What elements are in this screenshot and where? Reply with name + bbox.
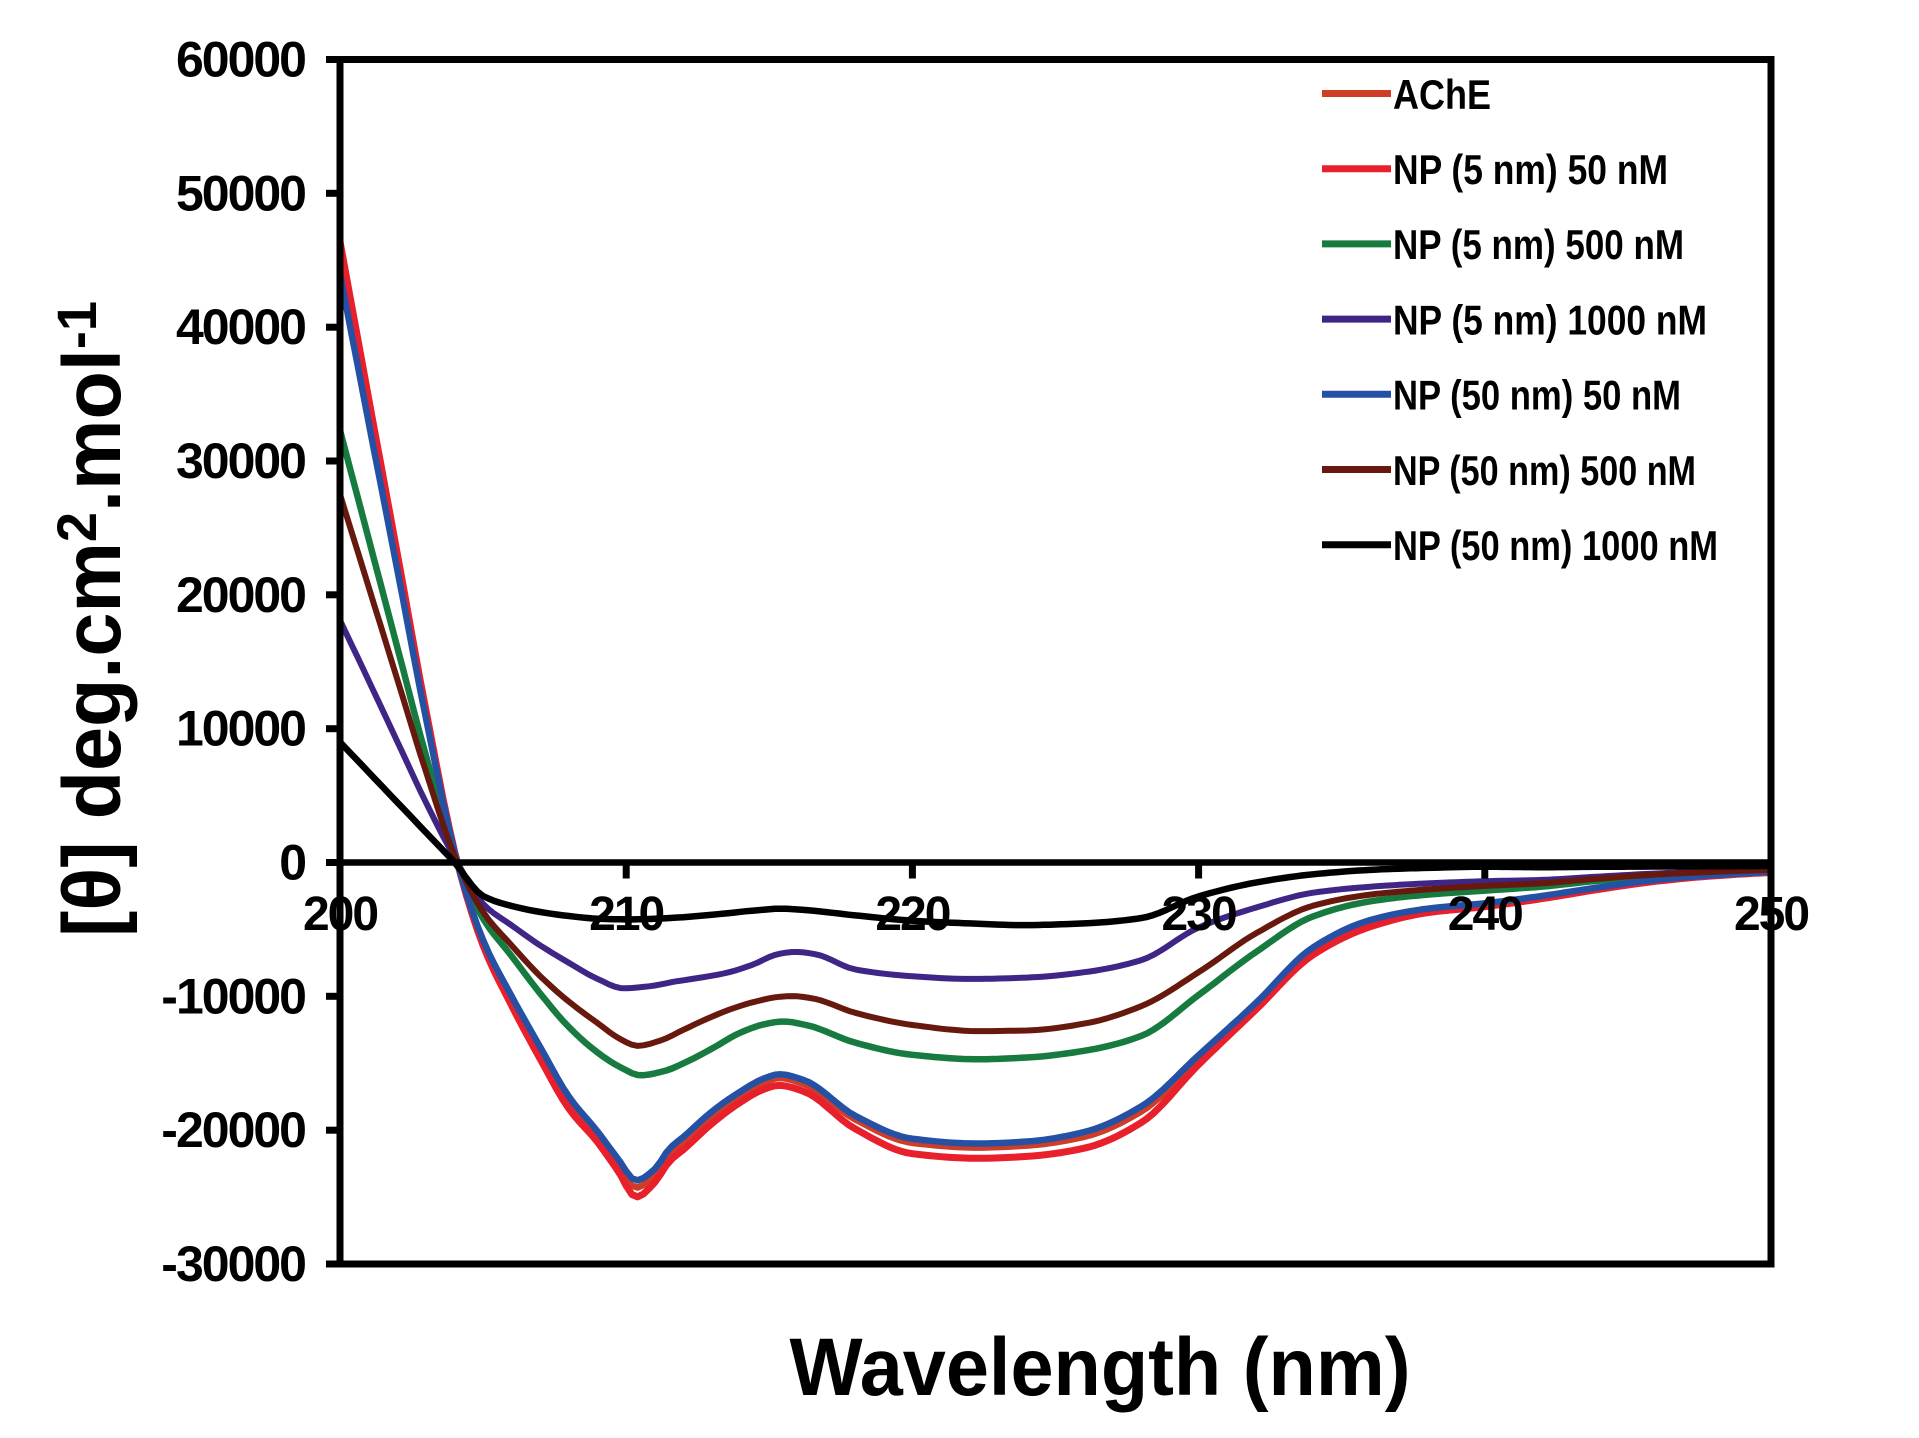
svg-text:NP (5 nm) 50 nM: NP (5 nm) 50 nM xyxy=(1393,146,1668,193)
svg-text:30000: 30000 xyxy=(176,433,305,489)
svg-text:60000: 60000 xyxy=(176,32,305,88)
svg-text:50000: 50000 xyxy=(176,165,305,221)
svg-text:NP (50 nm) 500 nM: NP (50 nm) 500 nM xyxy=(1393,447,1696,494)
svg-text:250: 250 xyxy=(1734,888,1808,941)
svg-text:[θ] deg.cm2.mol-1: [θ] deg.cm2.mol-1 xyxy=(45,301,138,937)
svg-text:0: 0 xyxy=(279,835,305,891)
svg-text:Wavelength (nm): Wavelength (nm) xyxy=(790,1322,1411,1413)
svg-text:-10000: -10000 xyxy=(161,968,305,1024)
svg-text:230: 230 xyxy=(1162,888,1236,941)
svg-text:AChE: AChE xyxy=(1393,71,1491,118)
svg-text:NP (5 nm) 1000 nM: NP (5 nm) 1000 nM xyxy=(1393,296,1707,343)
svg-text:NP (5 nm) 500 nM: NP (5 nm) 500 nM xyxy=(1393,221,1684,268)
svg-text:10000: 10000 xyxy=(176,701,305,757)
svg-text:40000: 40000 xyxy=(176,299,305,355)
svg-text:-20000: -20000 xyxy=(161,1102,305,1158)
svg-text:-30000: -30000 xyxy=(161,1236,305,1292)
svg-text:200: 200 xyxy=(303,888,377,941)
svg-text:20000: 20000 xyxy=(176,567,305,623)
svg-text:220: 220 xyxy=(875,888,949,941)
svg-text:NP (50 nm) 50 nM: NP (50 nm) 50 nM xyxy=(1393,372,1681,419)
svg-text:240: 240 xyxy=(1448,888,1522,941)
svg-text:NP (50 nm) 1000 nM: NP (50 nm) 1000 nM xyxy=(1393,522,1718,569)
svg-text:210: 210 xyxy=(589,888,663,941)
